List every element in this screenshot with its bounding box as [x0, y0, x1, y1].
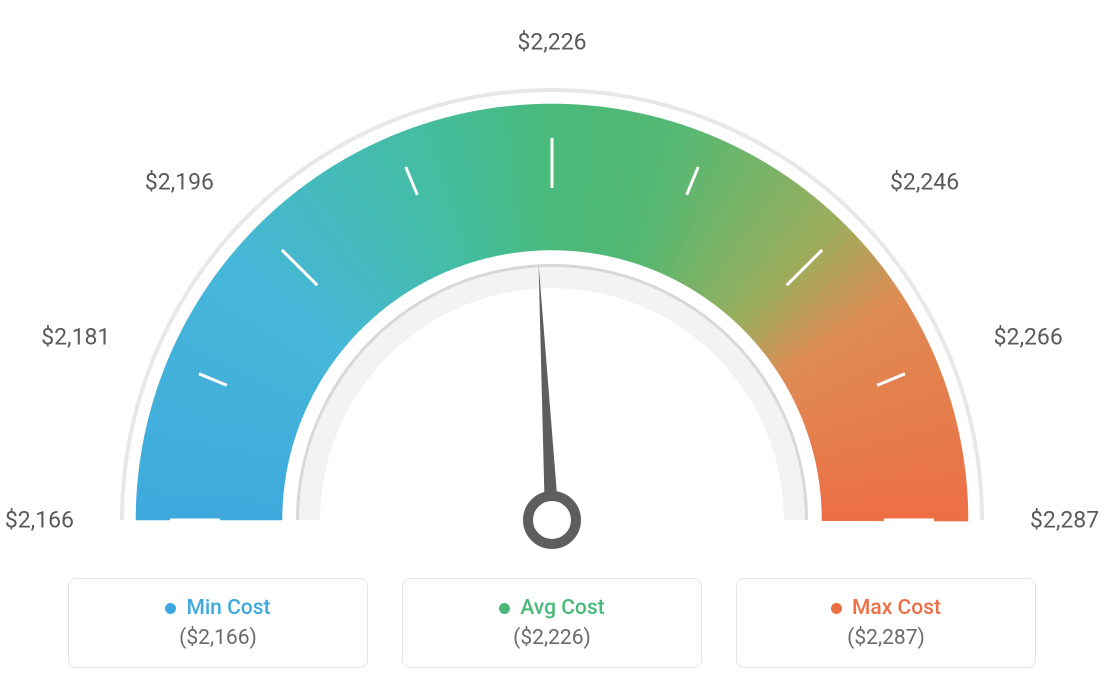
- legend-max-value: ($2,287): [847, 626, 925, 650]
- legend-avg-box: Avg Cost ($2,226): [402, 578, 702, 668]
- gauge-tick-label: $2,226: [517, 29, 586, 56]
- legend-min-label: Min Cost: [186, 596, 270, 620]
- gauge-chart: [0, 0, 1104, 560]
- cost-gauge-container: $2,166 $2,181 $2,196 $2,226 $2,246 $2,266 $2,2…: [0, 0, 1104, 690]
- gauge-tick-label: $2,181: [41, 324, 110, 351]
- legend-max-label: Max Cost: [852, 596, 941, 620]
- gauge-tick-label: $2,246: [890, 169, 959, 196]
- legend-min-title: Min Cost: [165, 596, 270, 620]
- legend-min-box: Min Cost ($2,166): [68, 578, 368, 668]
- legend-max-box: Max Cost ($2,287): [736, 578, 1036, 668]
- legend-avg-label: Avg Cost: [520, 596, 604, 620]
- legend-min-dot: [165, 603, 176, 614]
- legend-avg-dot: [499, 603, 510, 614]
- gauge-tick-label: $2,287: [1030, 507, 1099, 534]
- legend-row: Min Cost ($2,166) Avg Cost ($2,226) Max …: [0, 578, 1104, 668]
- gauge-tick-label: $2,196: [145, 169, 214, 196]
- legend-max-title: Max Cost: [831, 596, 941, 620]
- gauge-tick-label: $2,266: [994, 324, 1063, 351]
- legend-min-value: ($2,166): [179, 626, 257, 650]
- legend-avg-value: ($2,226): [513, 626, 591, 650]
- gauge-tick-label: $2,166: [5, 507, 74, 534]
- legend-max-dot: [831, 603, 842, 614]
- legend-avg-title: Avg Cost: [499, 596, 604, 620]
